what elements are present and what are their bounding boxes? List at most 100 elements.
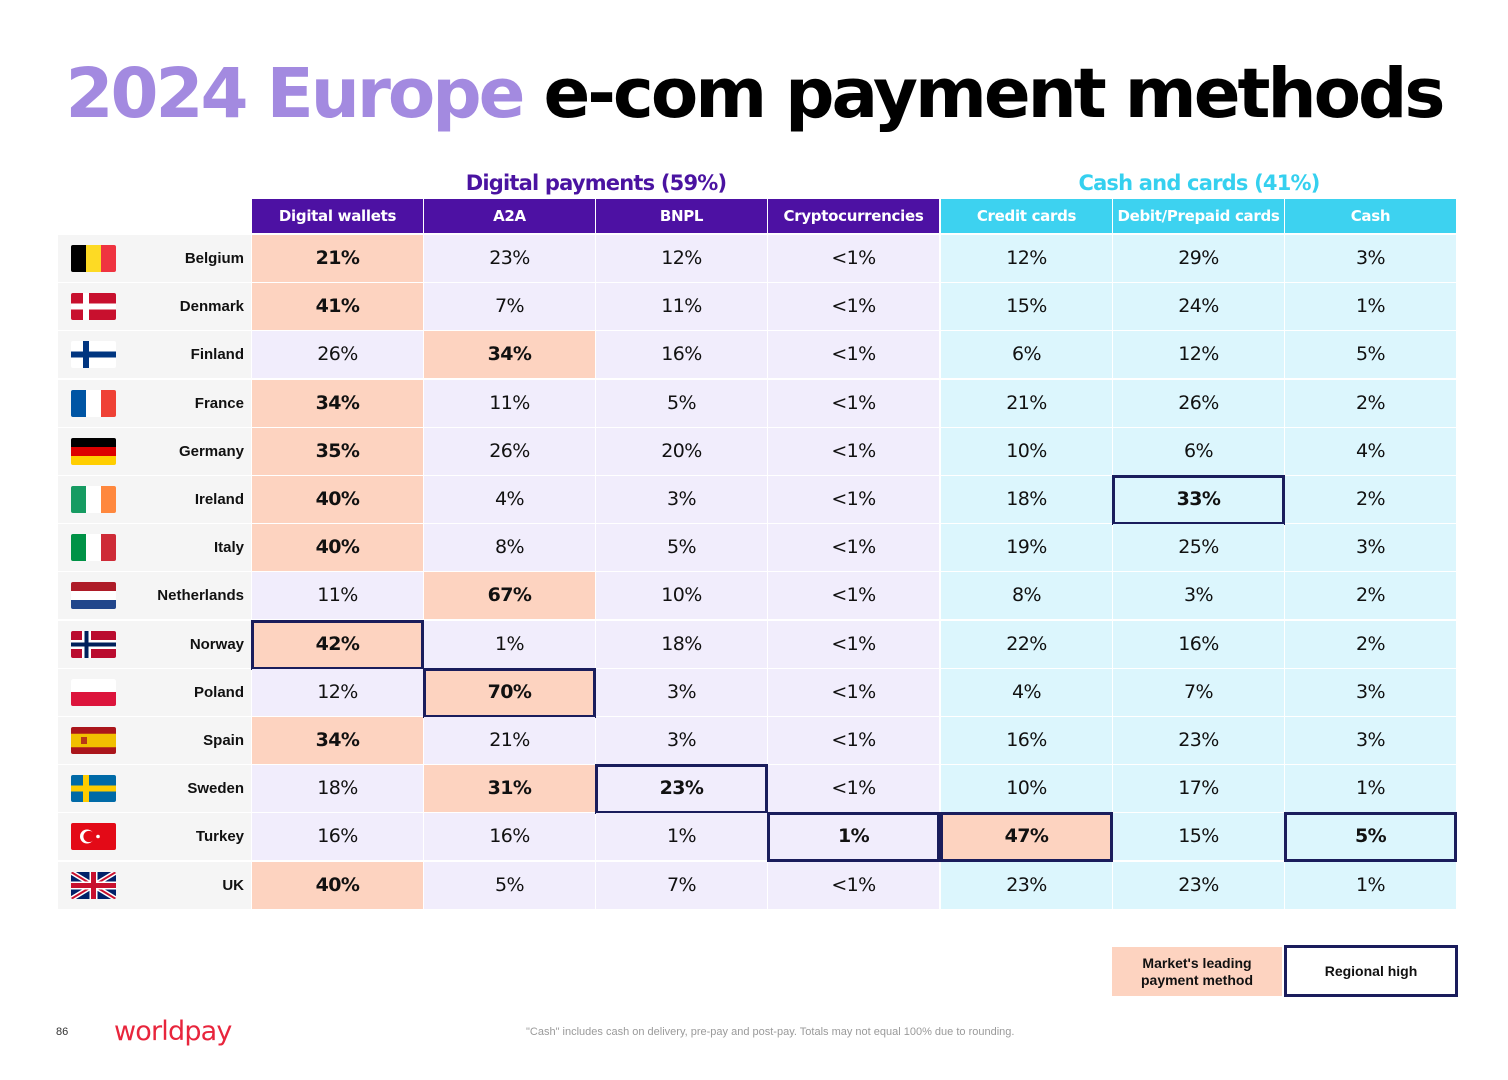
title-main: e-com payment methods (543, 54, 1446, 134)
table-cell: 33% (1113, 476, 1284, 523)
country-name: Turkey (195, 828, 244, 846)
footnote: "Cash" includes cash on delivery, pre-pa… (526, 1026, 1015, 1038)
flag-ireland-icon (71, 486, 116, 513)
table-cell: 47% (941, 813, 1112, 861)
table-cell: 3% (596, 668, 767, 716)
table-cell: <1% (768, 427, 939, 475)
table-cell: <1% (768, 717, 939, 764)
table-cell: 41% (252, 283, 423, 331)
table-cell: 34% (252, 717, 423, 764)
table-cell: <1% (768, 283, 939, 331)
table-cell: 1% (424, 620, 595, 668)
group-label-digital: Digital payments (59%) (465, 171, 727, 195)
table-cell: 1% (596, 813, 767, 861)
flag-turkey-icon (71, 823, 116, 851)
table-cell: 29% (1113, 235, 1284, 282)
table-cell: 18% (252, 765, 423, 813)
country-name: Belgium (184, 250, 244, 267)
page-title: 2024 Europe e-com payment methods (0, 52, 1508, 136)
table-cell: 26% (1113, 379, 1284, 427)
table-cell: 23% (596, 765, 767, 813)
table-cell: 16% (1113, 620, 1284, 668)
table-cell: 21% (252, 235, 423, 282)
table-cell: 19% (941, 524, 1112, 572)
table-cell: 20% (596, 427, 767, 475)
flag-uk-icon (71, 871, 116, 899)
column-header-debit-prepaid-cards: Debit/Prepaid cards (1113, 199, 1284, 233)
flag-italy-icon (71, 534, 116, 562)
table-cell: 1% (768, 813, 939, 861)
table-cell: 34% (424, 331, 595, 379)
table-cell: 4% (1285, 427, 1456, 475)
table-cell: <1% (768, 476, 939, 523)
table-cell: 24% (1113, 283, 1284, 331)
table-cell: 12% (596, 235, 767, 282)
table-cell: 4% (941, 668, 1112, 716)
country-name: Ireland (194, 491, 244, 508)
table-cell: 8% (424, 524, 595, 572)
table-cell: 35% (252, 427, 423, 475)
table-cell: 5% (1285, 813, 1456, 861)
table-cell: 16% (424, 813, 595, 861)
table-cell: 5% (596, 524, 767, 572)
country-name: Norway (189, 635, 244, 653)
table-cell: 21% (424, 717, 595, 764)
table-cell: 15% (1113, 813, 1284, 861)
table-cell: 6% (941, 331, 1112, 379)
group-label-cash: Cash and cards (41%) (1078, 171, 1320, 195)
table-cell: 3% (1285, 235, 1456, 282)
title-accent: 2024 Europe (65, 54, 526, 134)
table-cell: 12% (1113, 331, 1284, 379)
flag-norway-icon (71, 630, 116, 658)
table-cell: 42% (252, 620, 423, 668)
flag-germany-icon (71, 437, 116, 465)
country-name: Sweden (187, 780, 244, 798)
table-cell: 11% (252, 572, 423, 620)
legend-regional-high: Regional high (1284, 945, 1458, 997)
table-cell: 8% (941, 572, 1112, 620)
country-name: Denmark (179, 298, 244, 316)
table-cell: 17% (1113, 765, 1284, 813)
table-cell: 3% (1113, 572, 1284, 620)
country-name: UK (222, 876, 244, 894)
country-name: Spain (203, 732, 244, 749)
table-cell: 2% (1285, 476, 1456, 523)
table-cell: 7% (596, 861, 767, 909)
table-cell: 1% (1285, 861, 1456, 909)
table-cell: 12% (252, 668, 423, 716)
page-number: 86 (56, 1026, 69, 1038)
table-cell: 4% (424, 476, 595, 523)
table-cell: 25% (1113, 524, 1284, 572)
table-cell: 10% (596, 572, 767, 620)
column-header-cash: Cash (1285, 199, 1456, 233)
table-cell: <1% (768, 668, 939, 716)
table-cell: 10% (941, 765, 1112, 813)
table-cell: 5% (596, 379, 767, 427)
flag-belgium-icon (71, 245, 116, 272)
worldpay-logo: worldpay (114, 1016, 232, 1047)
table-cell: <1% (768, 620, 939, 668)
country-name: Germany (178, 442, 244, 460)
column-header-a2a: A2A (424, 199, 595, 233)
table-cell: 3% (596, 717, 767, 764)
table-cell: 70% (424, 668, 595, 716)
column-header-credit-cards: Credit cards (941, 199, 1112, 233)
table-cell: 40% (252, 861, 423, 909)
table-cell: 11% (596, 283, 767, 331)
flag-poland-icon (71, 678, 116, 706)
flag-france-icon (71, 389, 116, 417)
table-cell: 21% (941, 379, 1112, 427)
table-cell: 18% (941, 476, 1112, 523)
table-cell: 11% (424, 379, 595, 427)
legend-leading-method: Market's leading payment method (1112, 947, 1282, 996)
table-cell: 16% (252, 813, 423, 861)
table-cell: 2% (1285, 572, 1456, 620)
table-cell: 26% (424, 427, 595, 475)
table-cell: 1% (1285, 765, 1456, 813)
table-cell: 15% (941, 283, 1112, 331)
table-cell: 23% (941, 861, 1112, 909)
table-cell: <1% (768, 235, 939, 282)
flag-denmark-icon (71, 293, 116, 321)
table-cell: 31% (424, 765, 595, 813)
table-cell: 5% (424, 861, 595, 909)
